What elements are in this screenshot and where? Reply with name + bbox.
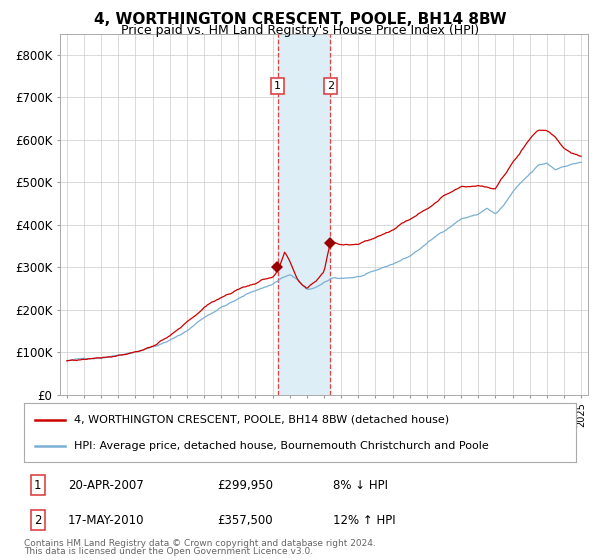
Text: 8% ↓ HPI: 8% ↓ HPI — [333, 479, 388, 492]
Text: 17-MAY-2010: 17-MAY-2010 — [68, 514, 145, 526]
Text: 12% ↑ HPI: 12% ↑ HPI — [333, 514, 396, 526]
Text: £357,500: £357,500 — [217, 514, 273, 526]
Text: £299,950: £299,950 — [217, 479, 273, 492]
Text: 4, WORTHINGTON CRESCENT, POOLE, BH14 8BW (detached house): 4, WORTHINGTON CRESCENT, POOLE, BH14 8BW… — [74, 414, 449, 424]
Text: 20-APR-2007: 20-APR-2007 — [68, 479, 144, 492]
Text: 4, WORTHINGTON CRESCENT, POOLE, BH14 8BW: 4, WORTHINGTON CRESCENT, POOLE, BH14 8BW — [94, 12, 506, 27]
Text: Contains HM Land Registry data © Crown copyright and database right 2024.: Contains HM Land Registry data © Crown c… — [24, 539, 376, 548]
Text: 1: 1 — [274, 81, 281, 91]
Text: 1: 1 — [34, 479, 41, 492]
Text: 2: 2 — [34, 514, 41, 526]
Text: This data is licensed under the Open Government Licence v3.0.: This data is licensed under the Open Gov… — [24, 547, 313, 556]
Text: HPI: Average price, detached house, Bournemouth Christchurch and Poole: HPI: Average price, detached house, Bour… — [74, 441, 488, 451]
Bar — [278, 34, 331, 395]
Text: Price paid vs. HM Land Registry's House Price Index (HPI): Price paid vs. HM Land Registry's House … — [121, 24, 479, 36]
Text: 2: 2 — [327, 81, 334, 91]
